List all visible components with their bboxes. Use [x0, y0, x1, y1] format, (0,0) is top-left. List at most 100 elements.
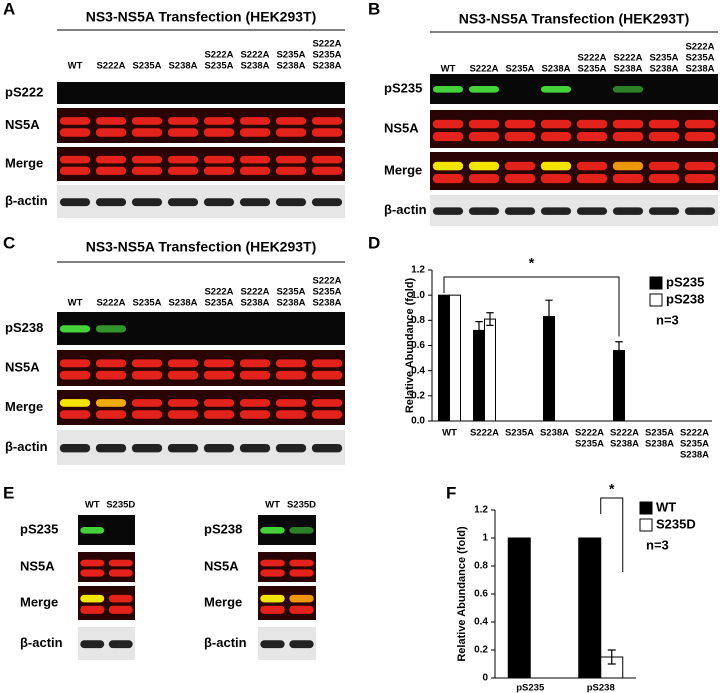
y-tick-label: 1 — [482, 533, 488, 544]
blot-band — [131, 370, 163, 380]
lane-label: S222A — [240, 50, 269, 61]
lane-label: S222A — [577, 53, 606, 64]
blot-band — [203, 444, 235, 453]
y-tick-label: 0.8 — [411, 315, 425, 326]
error-bar — [545, 299, 553, 334]
blot-band — [239, 117, 271, 125]
blot-band — [95, 359, 127, 368]
lane-label: S222A — [685, 42, 714, 53]
legend-swatch — [639, 501, 653, 515]
blot-band — [260, 605, 285, 614]
blot-band — [108, 569, 133, 577]
y-tick-label: 0.4 — [474, 617, 488, 628]
blot-band — [95, 117, 127, 125]
blot-band — [540, 119, 572, 129]
row-label: β-actin — [20, 635, 63, 650]
blot-band — [108, 559, 133, 567]
row-label: Merge — [20, 594, 58, 609]
lane-label: S238A — [541, 64, 570, 75]
lane-label: WT — [265, 500, 280, 511]
legend-label: S235D — [656, 516, 696, 531]
lane-label: S238A — [312, 61, 341, 72]
sample-size: n=3 — [646, 537, 669, 552]
lane-label: S235A — [577, 64, 606, 75]
lane-label: S235A — [204, 298, 233, 309]
y-tick-label: 1.0 — [411, 290, 425, 301]
blot-strip — [57, 350, 345, 386]
lane-label: S238A — [240, 298, 269, 309]
blot-band — [432, 132, 464, 142]
blot-band — [95, 370, 127, 380]
blot-band — [80, 594, 105, 603]
bar — [438, 294, 450, 422]
blot-band — [576, 132, 608, 142]
blot-strip — [430, 152, 718, 190]
lane-label: S235A — [649, 53, 678, 64]
lane-label: S235A — [685, 53, 714, 64]
blot-band — [203, 359, 235, 368]
blot-band — [311, 166, 343, 175]
blot-band — [432, 119, 464, 129]
blot-band — [311, 359, 343, 368]
blot-band — [684, 207, 716, 215]
bar — [473, 329, 485, 422]
lane-label: S235D — [106, 500, 135, 511]
blot-band — [239, 155, 271, 164]
lane-label: S235A — [132, 298, 161, 309]
blot-band — [468, 132, 500, 142]
blot-band — [289, 594, 314, 603]
legend-label: pS235 — [666, 274, 704, 289]
blot-strip — [78, 586, 135, 620]
x-tick-label: S222A — [575, 428, 604, 439]
blot-band — [95, 166, 127, 175]
y-tick-label: 1.2 — [411, 265, 425, 276]
lane-label: S235A — [204, 61, 233, 72]
blot-band — [311, 128, 343, 137]
blot-band — [95, 155, 127, 164]
blot-band — [432, 174, 464, 184]
blot-band — [289, 605, 314, 614]
lane-label: S238A — [168, 61, 197, 72]
blot-band — [468, 119, 500, 129]
blot-band — [540, 86, 572, 93]
blot-band — [59, 410, 91, 419]
blot-band — [95, 399, 127, 407]
blot-band — [275, 155, 307, 164]
lane-label: S235A — [132, 61, 161, 72]
blot-title: NS3-NS5A Transfection (HEK293T) — [86, 9, 317, 25]
blot-band — [311, 399, 343, 407]
blot-band — [576, 161, 608, 171]
significance-bracket — [600, 497, 624, 572]
blot-band — [59, 370, 91, 380]
blot-band — [80, 605, 105, 614]
blot-band — [289, 559, 314, 567]
blot-band — [648, 207, 680, 215]
blot-band — [504, 161, 536, 171]
blot-band — [80, 559, 105, 567]
legend-label: pS238 — [666, 291, 704, 306]
blot-band — [684, 119, 716, 129]
blot-band — [203, 370, 235, 380]
row-label: NS5A — [20, 558, 55, 573]
x-tick-label: S235A — [505, 428, 534, 439]
blot-band — [468, 207, 500, 215]
row-label: NS5A — [5, 117, 40, 132]
row-label: β-actin — [384, 202, 427, 217]
blot-band — [289, 527, 314, 534]
lane-label: S238A — [649, 64, 678, 75]
panel-letter: F — [446, 483, 456, 502]
x-tick-label: S238A — [610, 439, 639, 450]
x-tick-label: WT — [442, 428, 457, 439]
bar — [449, 294, 461, 422]
blot-band — [275, 370, 307, 380]
blot-strip — [430, 110, 718, 148]
blot-band — [131, 444, 163, 453]
lane-label: S235A — [312, 287, 341, 298]
blot-band — [95, 325, 127, 333]
bar — [507, 537, 531, 679]
blot-band — [59, 128, 91, 137]
legend-swatch — [649, 276, 663, 290]
y-tick-label: 0.6 — [411, 340, 425, 351]
blot-band — [131, 166, 163, 175]
